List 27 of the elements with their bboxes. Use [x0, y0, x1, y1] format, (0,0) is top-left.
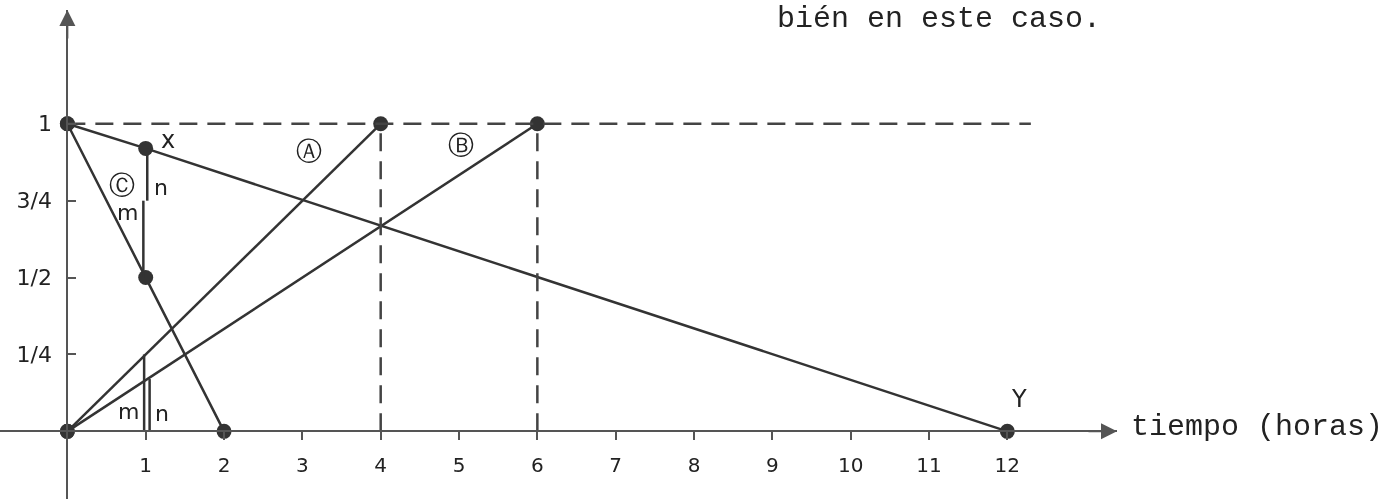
x-tick-label: 2 [217, 453, 231, 478]
series-label: Ⓑ [448, 130, 474, 160]
x-tick-label: 9 [765, 453, 779, 478]
x-tick-label: 6 [530, 453, 544, 478]
annotation: x [161, 126, 176, 154]
x-tick-label: 5 [452, 453, 466, 478]
y-tick-label: 3/4 [16, 188, 52, 214]
x-tick-label: 10 [837, 453, 864, 478]
y-tick-label: 1 [37, 111, 52, 137]
series-label: Ⓒ [109, 170, 135, 200]
series-label: Ⓐ [296, 136, 322, 166]
x-tick-label: 8 [687, 453, 701, 478]
x-tick-label: 7 [609, 453, 623, 478]
annotation: bién en este caso. [777, 2, 1102, 36]
y-tick-label: 1/2 [16, 265, 52, 291]
x-tick-label: 11 [916, 453, 942, 478]
x-tick-label: 1 [139, 453, 153, 478]
series-label: m [117, 200, 139, 225]
x-tick-label: 4 [374, 453, 388, 478]
series-label: n [154, 175, 168, 200]
y-tick-label: 1/4 [16, 342, 52, 368]
x-tick-label: 3 [295, 453, 309, 478]
series-label: m [118, 399, 140, 424]
annotation: Y [1011, 385, 1027, 413]
series-label: n [155, 401, 169, 426]
x-tick-label: 12 [994, 453, 1021, 478]
x-axis-title: tiempo (horas) [1131, 410, 1384, 444]
